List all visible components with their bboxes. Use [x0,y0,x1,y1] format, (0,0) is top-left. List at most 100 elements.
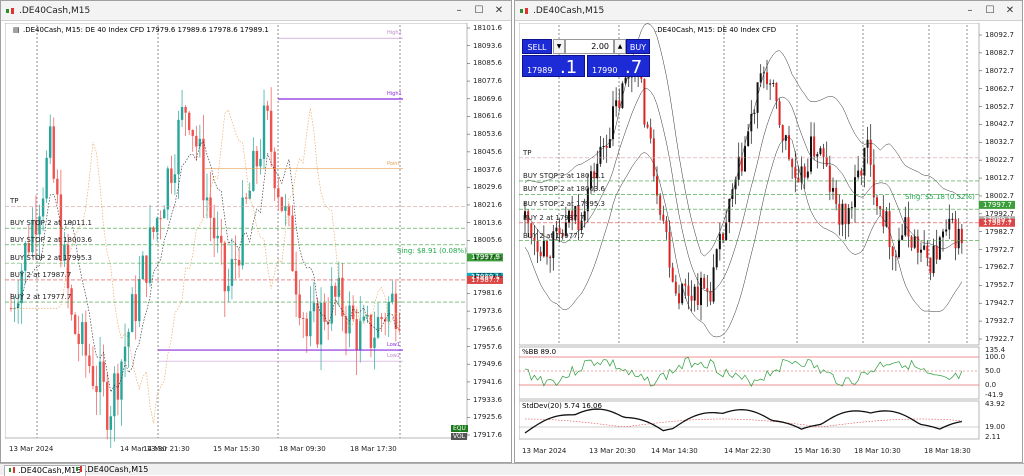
candle [362,316,365,321]
candle [788,135,790,160]
candle [230,258,234,286]
left-chart-window[interactable]: .DE40Cash,M15 – ☐ ✕ ▤ .DE40Cash, M15: DE… [0,0,512,463]
sell-button[interactable]: SELL [522,39,552,54]
price-axis-label: 18032.7 [985,138,1014,147]
candle [98,361,102,393]
price-axis-label: 18029.6 [473,183,502,192]
candle [209,197,212,218]
sell-price[interactable]: 17989 .1 [522,55,585,78]
tab-chart-2[interactable]: .DE40Cash,M15 [72,465,152,476]
candle [326,321,330,324]
volume-down-icon[interactable]: ▼ [553,39,565,54]
candle [772,82,775,84]
close-icon[interactable]: ✕ [494,5,504,16]
candle [769,83,772,85]
candle [302,317,305,319]
candle [558,227,561,234]
candle [825,156,828,166]
price-axis-label: 17932.7 [985,317,1014,326]
candle [123,346,127,362]
candle [577,206,580,231]
candle [280,197,284,211]
price-axis-label: 18101.6 [473,24,502,32]
candle [857,170,860,178]
candle [348,305,351,334]
price-axis-label: 18062.7 [985,84,1014,93]
candle [138,279,141,322]
candle [355,319,358,351]
bb-axis-label: 135.4 [985,346,1006,354]
price-axis-label: 17962.7 [985,263,1014,272]
candle [775,82,778,102]
candle [316,303,319,345]
right-chart-window[interactable]: .DE40Cash,M15 – ☐ ✕ .DE40Cash, M15: DE 4… [514,0,1023,463]
volume-up-icon[interactable]: ▲ [614,39,626,54]
candle [954,218,957,249]
bb-percent-line [524,357,963,387]
candle [546,241,548,257]
right-chart-canvas[interactable] [519,23,1020,460]
maximize-icon[interactable]: ☐ [474,5,484,16]
candle [725,222,728,241]
trade-level-label: BUY 2 at 17977.7 [523,231,585,240]
one-click-trading-panel[interactable]: SELL ▼ 2.00 ▲ BUY 17989 .1 17990 .7 [522,39,650,78]
candle [312,303,316,312]
candle [781,125,784,141]
candle [659,195,662,215]
close-icon[interactable]: ✕ [1005,5,1015,16]
candle [73,314,77,334]
candle [145,255,148,283]
candle [681,283,684,304]
price-axis-label: 17997.6 [473,254,502,263]
left-chart-canvas[interactable] [5,23,509,460]
candle [195,135,198,147]
price-tag [467,253,503,262]
candle [291,215,294,272]
candle [391,293,394,303]
right-window-titlebar[interactable]: .DE40Cash,M15 – ☐ ✕ [515,1,1022,21]
time-axis-label: 18 Mar 09:30 [279,445,326,453]
candle [113,373,116,417]
price-axis-label: 18045.6 [473,147,502,156]
left-window-titlebar[interactable]: .DE40Cash,M15 – ☐ ✕ [1,1,511,21]
trade-level-label: TP [10,197,19,206]
candle [88,355,91,367]
price-tag-label: 17997.9 [471,253,500,262]
candle [255,150,259,167]
candle [894,256,897,258]
candle [152,227,155,232]
tab-chart-1[interactable]: .DE40Cash,M15 [4,465,87,476]
candle [387,302,390,322]
candle [241,197,244,266]
buy-price[interactable]: 17990 .7 [587,55,650,78]
stddev-indicator-pane [519,400,980,440]
candle [130,294,134,332]
candle [879,206,882,210]
candle [564,222,567,237]
candle [615,100,618,107]
minimize-icon[interactable]: – [967,5,973,16]
candle [756,82,759,113]
candle [885,211,888,227]
left-price-chart[interactable]: ▤ .DE40Cash, M15: DE 40 Index CFD 17979.… [5,23,507,458]
candle [737,156,740,180]
candle [951,218,954,220]
candle [177,119,180,175]
candle [690,295,693,301]
volume-input[interactable]: 2.00 [565,39,614,54]
minimize-icon[interactable]: – [456,5,462,16]
candle [791,159,794,168]
right-price-chart[interactable]: .DE40Cash, M15: DE 40 Index CFD SELL ▼ 2… [519,23,1018,458]
tab-chart-2-label: .DE40Cash,M15 [85,465,149,474]
candle [380,317,383,320]
right-window-title: .DE40Cash,M15 [533,6,605,16]
candle [330,285,333,324]
price-axis-label: 17949.6 [473,360,502,369]
buy-button[interactable]: BUY [626,39,650,54]
candle [929,257,932,274]
candle [539,251,542,257]
moving-average-slow [11,108,400,424]
candle [649,127,652,139]
candle [957,228,960,249]
maximize-icon[interactable]: ☐ [985,5,995,16]
